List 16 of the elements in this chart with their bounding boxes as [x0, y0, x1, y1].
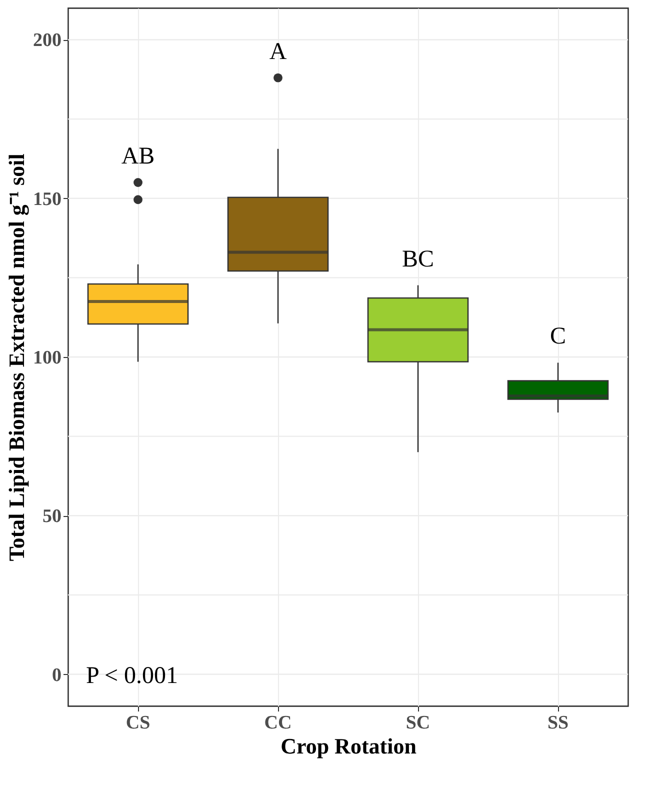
x-tick-label: CC: [264, 712, 292, 734]
annotation: A: [269, 38, 288, 65]
y-tick-label: 50: [42, 506, 62, 528]
x-tick-label: SC: [406, 712, 430, 734]
annotation: C: [550, 324, 566, 350]
annotation: P < 0.001: [86, 663, 178, 689]
y-tick-label: 200: [33, 30, 62, 52]
x-axis-title: Crop Rotation: [280, 734, 416, 758]
x-tick-label: SS: [547, 712, 569, 734]
y-axis-title: Total Lipid Biomass Extracted nmol g⁻¹ soil: [4, 154, 29, 562]
y-tick-label: 0: [52, 664, 62, 686]
y-tick-label: 150: [33, 188, 62, 210]
y-tick-label: 100: [33, 348, 62, 368]
annotation: AB: [121, 144, 155, 170]
annotation: BC: [402, 246, 434, 272]
x-tick-label: CS: [126, 712, 150, 734]
